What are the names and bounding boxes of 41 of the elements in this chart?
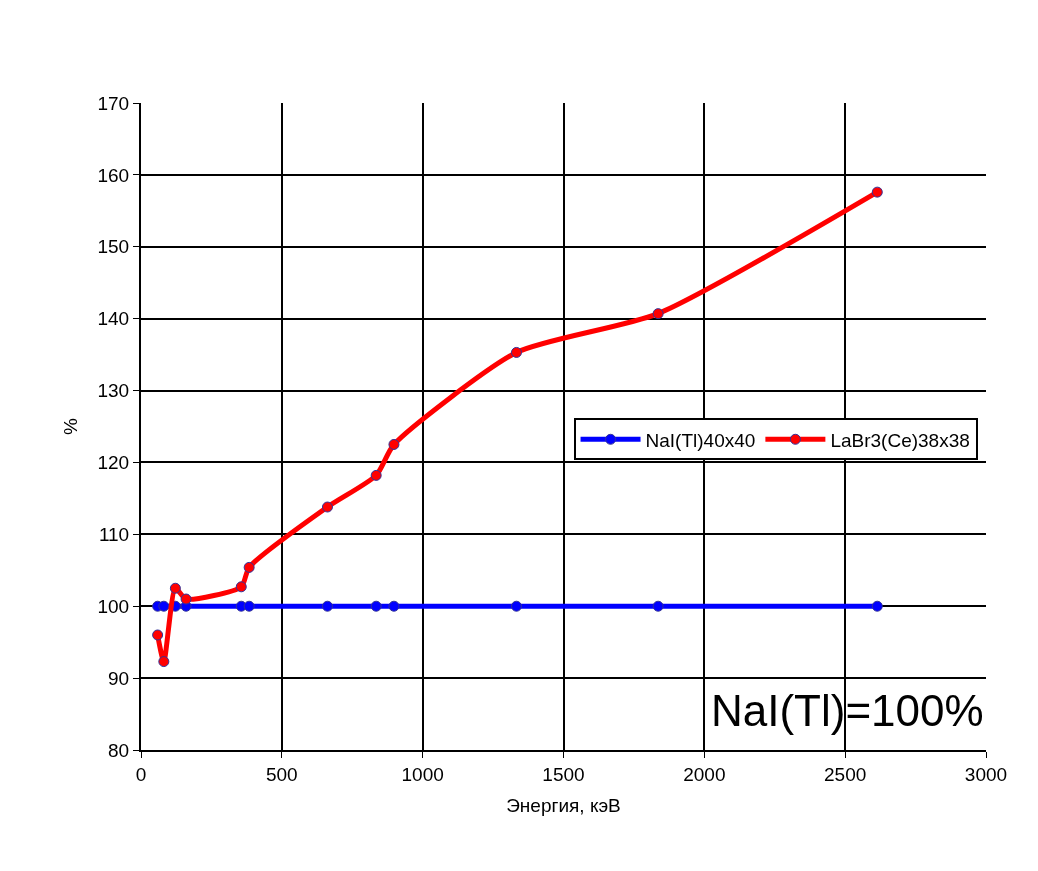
y-tick-label: 110	[98, 523, 130, 545]
y-tick-label: 80	[108, 739, 130, 761]
point	[388, 438, 400, 450]
x-tick-label: 2500	[824, 763, 867, 785]
y-tick-label: 130	[97, 380, 130, 402]
x-tick-label: 0	[135, 763, 147, 785]
y-tick-label: 160	[97, 164, 130, 186]
point	[235, 581, 247, 593]
point	[510, 600, 522, 612]
point	[321, 501, 333, 513]
point	[180, 593, 192, 605]
x-tick-label: 1500	[542, 763, 585, 785]
x-tick-label: 2000	[683, 763, 726, 785]
y-tick-label: 170	[97, 92, 130, 114]
x-tick-label: 1000	[401, 763, 444, 785]
legend-label: LaBr3(Ce)38x38	[830, 429, 970, 451]
point	[652, 600, 664, 612]
point	[370, 469, 382, 481]
x-axis-title: Энергия, кэВ	[506, 795, 621, 817]
y-tick-label: 150	[97, 236, 130, 258]
y-tick-label: 120	[97, 452, 130, 474]
y-tick-label: 100	[97, 595, 130, 617]
legend-label: NaI(Tl)40x40	[645, 429, 756, 451]
point	[510, 346, 522, 358]
point	[243, 561, 255, 573]
point	[871, 186, 883, 198]
x-tick-label: 500	[265, 763, 298, 785]
point	[152, 629, 164, 641]
point	[321, 600, 333, 612]
x-tick-label: 3000	[964, 763, 1008, 785]
point	[243, 600, 255, 612]
point	[388, 600, 400, 612]
y-tick-label: 140	[97, 308, 130, 330]
point	[652, 308, 664, 320]
point	[158, 600, 170, 612]
point	[169, 582, 181, 594]
point	[158, 656, 170, 668]
point	[370, 600, 382, 612]
y-tick-label: 90	[108, 667, 130, 689]
point	[871, 600, 883, 612]
y-axis-title: %	[59, 417, 81, 435]
